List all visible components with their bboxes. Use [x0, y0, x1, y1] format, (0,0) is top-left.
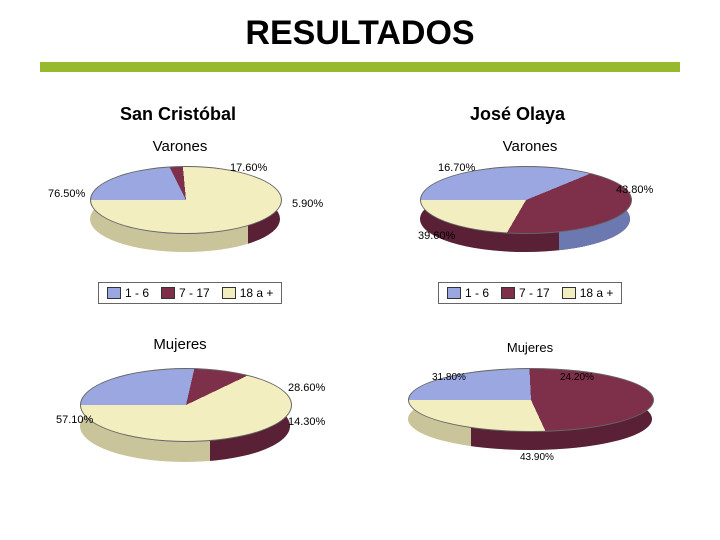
- pie-jo-varones: [410, 160, 640, 270]
- chart-title-sc-varones: Varones: [130, 138, 230, 155]
- pie-sc-varones: [80, 160, 290, 270]
- title-underline: [40, 62, 680, 72]
- swatch-7-17: [501, 287, 515, 299]
- chart-title-sc-mujeres: Mujeres: [130, 336, 230, 353]
- swatch-7-17: [161, 287, 175, 299]
- legend-item-7-17: 7 - 17: [501, 286, 550, 300]
- label-sc-m-1-6: 28.60%: [288, 382, 325, 394]
- legend-item-7-17: 7 - 17: [161, 286, 210, 300]
- legend-label-18a: 18 a +: [240, 286, 274, 300]
- label-jo-v-1-6: 43.80%: [616, 184, 653, 196]
- swatch-18a: [562, 287, 576, 299]
- swatch-1-6: [447, 287, 461, 299]
- label-jo-m-7-17: 43.90%: [520, 452, 554, 463]
- legend-label-7-17: 7 - 17: [519, 286, 550, 300]
- chart-title-jo-mujeres: Mujeres: [490, 340, 570, 355]
- page-title: RESULTADOS: [0, 14, 720, 53]
- legend-label-18a: 18 a +: [580, 286, 614, 300]
- label-jo-v-18a: 16.70%: [438, 162, 475, 174]
- legend-item-1-6: 1 - 6: [107, 286, 149, 300]
- column-header-left: San Cristóbal: [120, 104, 236, 125]
- pie-sc-mujeres: [70, 360, 300, 480]
- legend-item-1-6: 1 - 6: [447, 286, 489, 300]
- swatch-18a: [222, 287, 236, 299]
- label-sc-v-18a: 76.50%: [48, 188, 85, 200]
- legend-label-1-6: 1 - 6: [465, 286, 489, 300]
- label-sc-v-7-17: 5.90%: [292, 198, 323, 210]
- legend-item-18a: 18 a +: [562, 286, 614, 300]
- column-header-right: José Olaya: [470, 104, 565, 125]
- legend-right: 1 - 6 7 - 17 18 a +: [438, 282, 622, 304]
- legend-label-1-6: 1 - 6: [125, 286, 149, 300]
- swatch-1-6: [107, 287, 121, 299]
- legend-left: 1 - 6 7 - 17 18 a +: [98, 282, 282, 304]
- label-jo-m-1-6: 24.20%: [560, 372, 594, 383]
- label-sc-v-1-6: 17.60%: [230, 162, 267, 174]
- chart-title-jo-varones: Varones: [480, 138, 580, 155]
- label-jo-m-18a: 31.80%: [432, 372, 466, 383]
- legend-item-18a: 18 a +: [222, 286, 274, 300]
- label-sc-m-18a: 57.10%: [56, 414, 93, 426]
- label-sc-m-7-17: 14.30%: [288, 416, 325, 428]
- label-jo-v-7-17: 39.60%: [418, 230, 455, 242]
- legend-label-7-17: 7 - 17: [179, 286, 210, 300]
